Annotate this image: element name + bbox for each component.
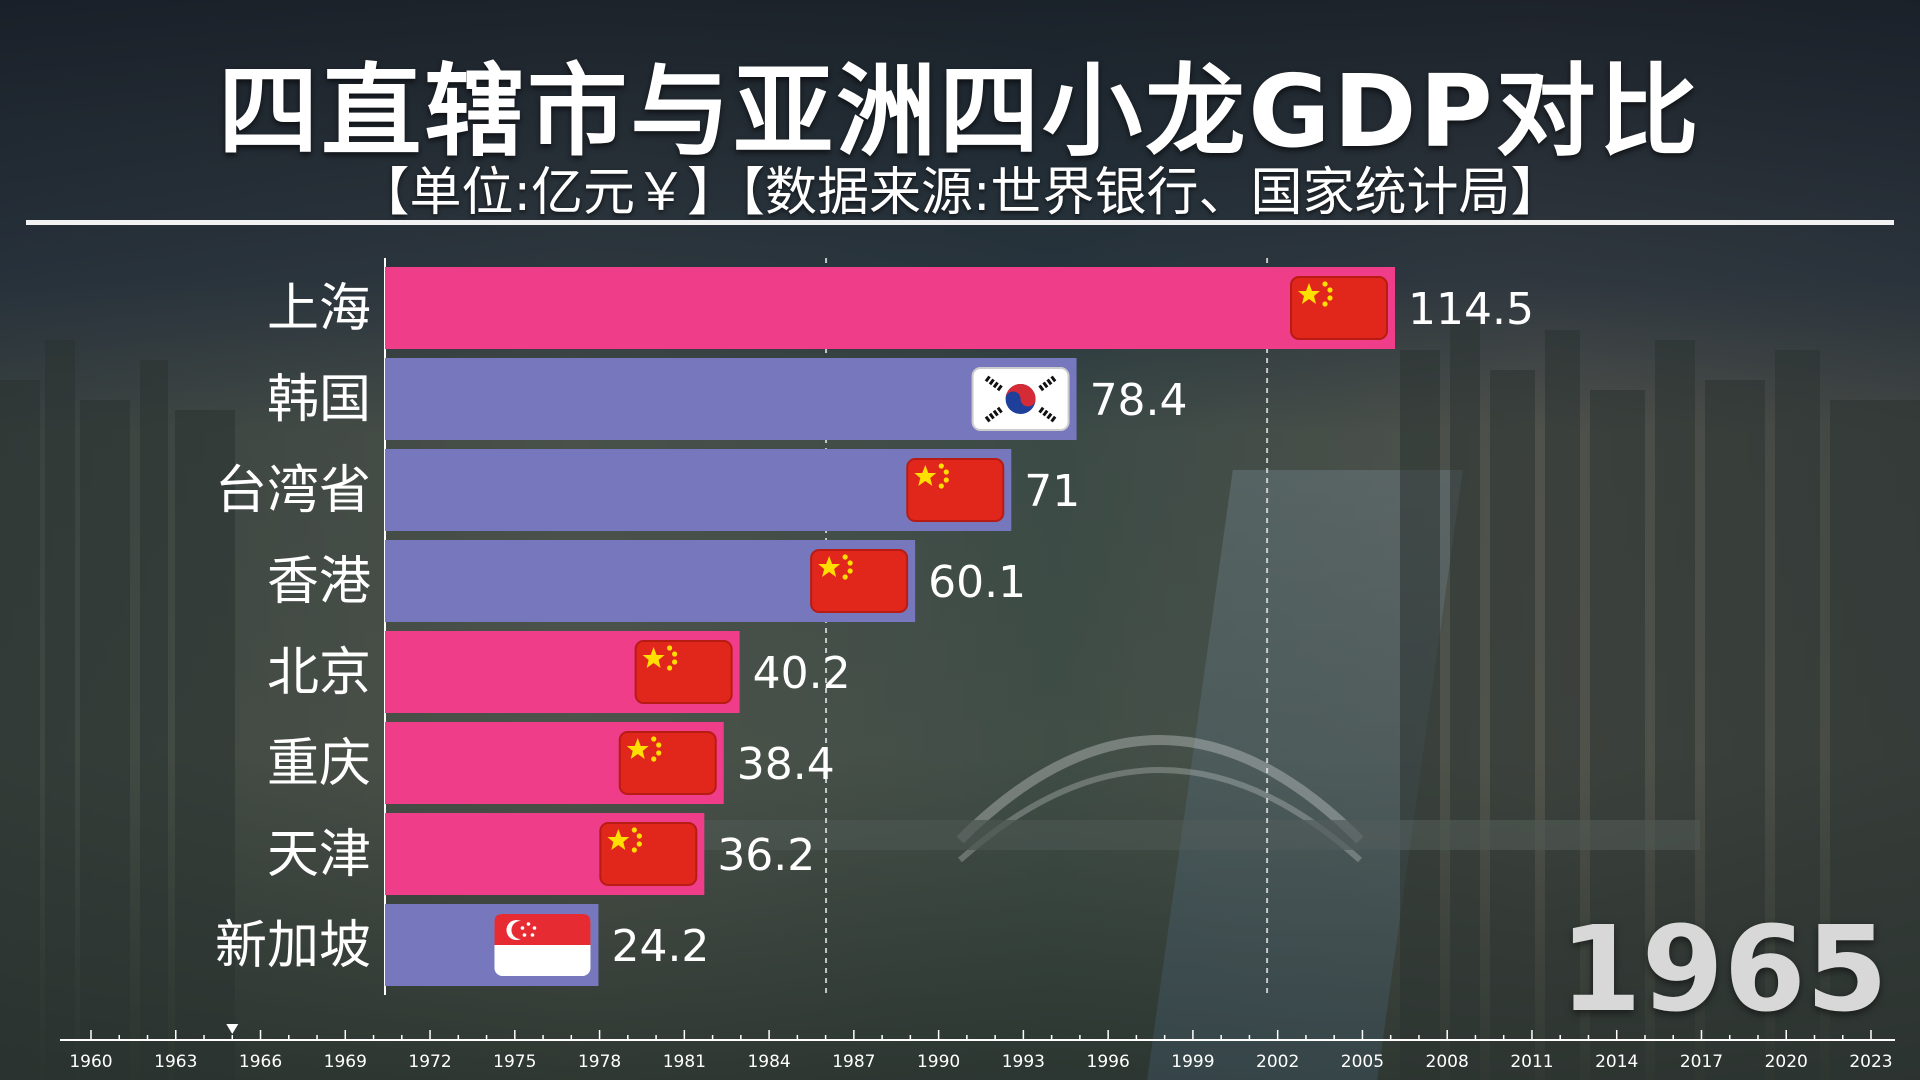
timeline-tick-label: 1960	[69, 1052, 112, 1072]
timeline-tick-label: 2014	[1595, 1052, 1638, 1072]
china-flag-icon	[810, 549, 909, 613]
china-flag-icon	[906, 458, 1005, 522]
china-flag-icon	[634, 640, 733, 704]
title-divider	[26, 220, 1894, 225]
singapore-flag-icon	[494, 914, 591, 976]
value-label: 38.4	[737, 739, 835, 790]
category-label: 新加坡	[215, 916, 371, 976]
china-flag-icon	[599, 822, 698, 886]
timeline-tick-label: 1990	[917, 1052, 960, 1072]
category-label: 韩国	[267, 370, 371, 430]
category-label: 上海	[267, 279, 371, 339]
value-label: 24.2	[611, 921, 709, 972]
timeline-tick-label: 1987	[832, 1052, 875, 1072]
timeline-tick-label: 2017	[1680, 1052, 1723, 1072]
timeline-tick-label: 1969	[324, 1052, 367, 1072]
china-flag-icon	[1290, 276, 1388, 340]
category-label: 香港	[267, 552, 371, 612]
category-label: 北京	[267, 643, 371, 703]
timeline-tick-label: 1975	[493, 1052, 536, 1072]
timeline-tick-label: 2002	[1256, 1052, 1299, 1072]
timeline-tick-label: 1972	[408, 1052, 451, 1072]
bar	[385, 267, 1395, 349]
timeline-tick-label: 1984	[747, 1052, 790, 1072]
value-label: 114.5	[1408, 284, 1534, 335]
value-label: 40.2	[753, 648, 851, 699]
timeline-tick-label: 1966	[239, 1052, 282, 1072]
value-label: 78.4	[1090, 375, 1188, 426]
timeline-tick-label: 1996	[1087, 1052, 1130, 1072]
bar	[385, 358, 1077, 440]
chart-title: 四直辖市与亚洲四小龙GDP对比	[218, 53, 1702, 170]
background-skyline	[0, 320, 1920, 1080]
timeline-marker-icon	[226, 1024, 239, 1034]
current-year: 1965	[1559, 900, 1888, 1038]
value-label: 36.2	[717, 830, 815, 881]
timeline-tick-label: 1963	[154, 1052, 197, 1072]
category-label: 台湾省	[215, 461, 371, 521]
chart-subtitle: 【单位:亿元￥】【数据来源:世界银行、国家统计局】	[357, 163, 1563, 223]
timeline-tick-label: 1999	[1171, 1052, 1214, 1072]
timeline-tick-label: 2008	[1426, 1052, 1469, 1072]
timeline-tick-label: 2005	[1341, 1052, 1384, 1072]
korea-flag-icon	[971, 367, 1070, 431]
value-label: 60.1	[928, 557, 1026, 608]
timeline-tick-label: 2011	[1510, 1052, 1553, 1072]
china-flag-icon	[618, 731, 717, 795]
timeline-tick-label: 1993	[1002, 1052, 1045, 1072]
timeline-tick-label: 2020	[1765, 1052, 1808, 1072]
timeline-tick-label: 2023	[1849, 1052, 1892, 1072]
category-label: 重庆	[267, 734, 371, 794]
category-label: 天津	[267, 825, 371, 885]
value-label: 71	[1024, 466, 1080, 517]
timeline-tick-label: 1981	[663, 1052, 706, 1072]
timeline-tick-label: 1978	[578, 1052, 621, 1072]
